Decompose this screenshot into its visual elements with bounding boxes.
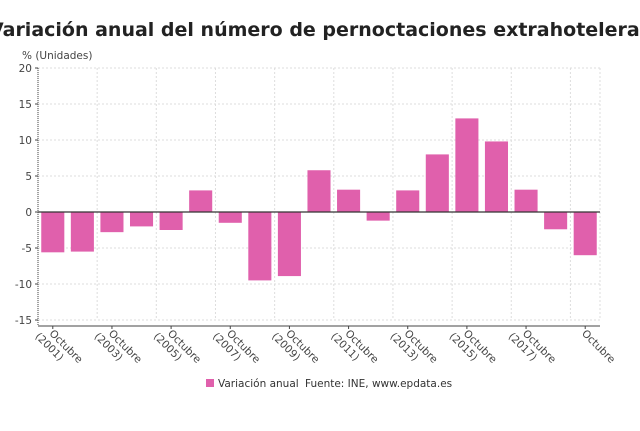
bar: [455, 118, 479, 212]
bar: [307, 170, 331, 212]
bar: [70, 212, 94, 252]
bar: [366, 212, 390, 221]
legend: Variación anual Fuente: INE, www.epdata.…: [206, 378, 452, 390]
chart-title: Variación anual del número de pernoctaci…: [0, 19, 640, 41]
y-tick-label: -10: [15, 279, 32, 291]
legend-label: Variación anual: [218, 378, 299, 390]
x-tick-label: Octubre(2015): [447, 322, 499, 374]
bar: [514, 189, 538, 212]
bar: [277, 212, 301, 277]
y-tick-label: 15: [19, 99, 32, 111]
source-note: Fuente: INE, www.epdata.es: [305, 378, 452, 390]
bar: [573, 212, 597, 256]
bar: [218, 212, 242, 223]
x-tick-label: Octubre(2003): [92, 322, 144, 374]
x-tick-label: Octubre: [579, 328, 617, 366]
bar: [129, 212, 154, 227]
x-tick-label: Octubre(2001): [33, 322, 85, 374]
y-tick-label: 0: [25, 207, 32, 219]
x-tick-label: Octubre(2013): [387, 322, 439, 374]
bar: [100, 212, 124, 233]
bar: [396, 190, 420, 212]
bar: [425, 154, 449, 212]
legend-swatch: [206, 379, 214, 387]
bar: [248, 212, 272, 281]
y-tick-label: 10: [19, 135, 32, 147]
x-tick-label: Octubre(2007): [210, 322, 262, 374]
x-tick-label: Octubre(2005): [151, 322, 203, 374]
y-axis-label: % (Unidades): [22, 50, 92, 62]
bar: [159, 212, 183, 230]
bar: [337, 189, 361, 212]
x-tick-label: Octubre(2009): [269, 322, 321, 374]
x-tick-label: Octubre(2017): [506, 322, 558, 374]
bar: [189, 190, 213, 212]
bar: [41, 212, 65, 253]
bar: [484, 141, 509, 212]
y-tick-label: 20: [19, 63, 32, 75]
x-tick-label: Octubre(2011): [328, 322, 380, 374]
y-tick-label: -5: [22, 243, 32, 255]
y-tick-label: 5: [25, 171, 32, 183]
bar: [544, 212, 568, 230]
y-tick-label: -15: [15, 315, 32, 327]
